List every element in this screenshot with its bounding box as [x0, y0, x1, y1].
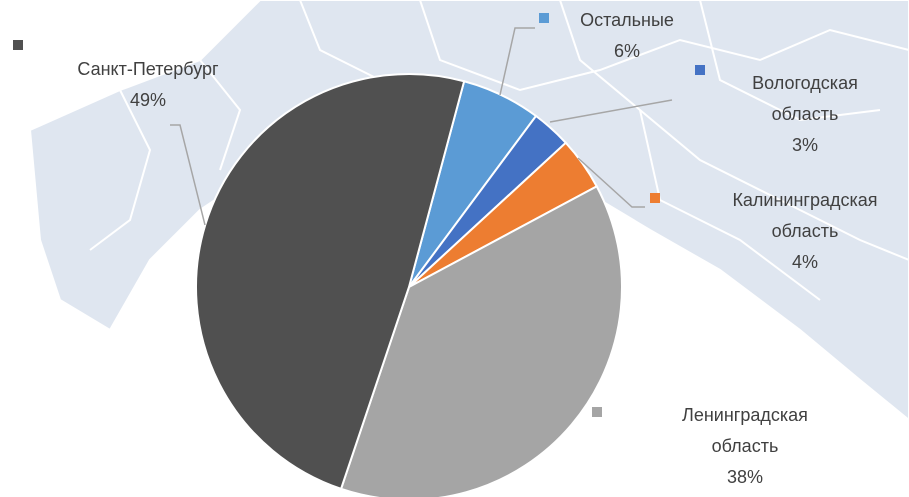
value-label: 6%: [613, 41, 640, 61]
leader-line: [577, 157, 645, 208]
legend-marker: [592, 407, 602, 417]
leader-line: [549, 99, 673, 123]
value-label: 3%: [791, 135, 818, 155]
category-label: Калининградская область: [732, 190, 878, 241]
category-label: Ленинградская область: [682, 405, 808, 456]
category-label: Вологодская область: [752, 73, 858, 124]
value-label: 38%: [726, 467, 764, 487]
value-label: 4%: [791, 252, 818, 272]
category-label: Санкт-Петербург: [77, 59, 219, 79]
leader-line: [170, 124, 206, 226]
pie-slice: [339, 184, 623, 497]
leader-line: [499, 27, 535, 96]
legend-marker: [650, 193, 660, 203]
data-label: Остальные 6%: [547, 5, 707, 67]
legend-marker: [13, 40, 23, 50]
legend-marker: [539, 13, 549, 23]
pie-slice: [195, 73, 466, 491]
category-label: Остальные: [580, 10, 674, 30]
data-label: Вологодская область 3%: [730, 68, 880, 161]
legend-marker: [695, 65, 705, 75]
data-label: Санкт-Петербург 49%: [48, 54, 248, 116]
data-label: Калининградская область 4%: [705, 185, 905, 278]
data-label: Ленинградская область 38%: [660, 400, 830, 493]
value-label: 49%: [129, 90, 167, 110]
